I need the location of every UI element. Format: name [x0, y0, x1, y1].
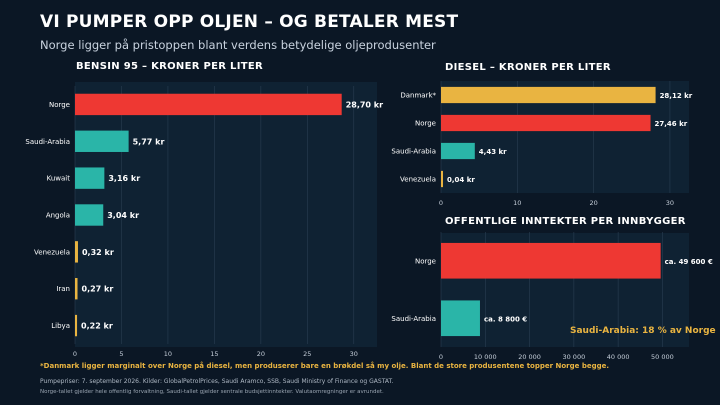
petrol-chart: 0 5 10 15 20 25 30 Norge 28,70 kr Saudi-Arabia 5,7…	[25, 86, 383, 358]
petrol-bar	[75, 93, 342, 116]
diesel-chart: 0 10 20 30 Danmark* 28,12 kr Norge 27,46 kr Saud…	[391, 81, 693, 207]
petrol-category-label: Angola	[46, 212, 70, 220]
petrol-category-label: Norge	[49, 101, 70, 109]
page-title: VI PUMPER OPP OLJEN – OG BETALER MEST	[40, 12, 459, 32]
revenue-tick-label: 10 000	[474, 353, 497, 361]
revenue-category-label: Norge	[415, 257, 436, 265]
diesel-category-label: Venezuela	[400, 176, 436, 184]
petrol-bar	[75, 241, 78, 263]
petrol-bar	[75, 167, 105, 189]
petrol-category-label: Libya	[51, 322, 70, 330]
diesel-bar	[441, 142, 475, 160]
diesel-category-label: Norge	[415, 120, 436, 128]
revenue-data-label: ca. 8 800 €	[484, 315, 527, 323]
diesel-bar	[441, 86, 656, 104]
petrol-data-label: 0,32 kr	[82, 248, 114, 257]
petrol-plot-panel	[75, 82, 377, 347]
petrol-data-label: 0,27 kr	[82, 285, 114, 294]
petrol-bar	[75, 278, 78, 300]
page-subtitle: Norge ligger på pristoppen blant verdens…	[40, 38, 436, 52]
diesel-tick-label: 0	[439, 199, 443, 207]
diesel-tick-label: 30	[666, 199, 674, 207]
disclaimer-text: Norge-tallet gjelder hele offentlig forv…	[40, 389, 384, 395]
petrol-category-label: Kuwait	[47, 175, 71, 183]
revenue-bar	[441, 242, 661, 279]
footnote: *Danmark ligger marginalt over Norge på …	[40, 362, 610, 370]
diesel-bar	[441, 114, 651, 132]
petrol-category-label: Saudi-Arabia	[25, 138, 70, 146]
revenue-tick-label: 50 000	[651, 353, 674, 361]
petrol-data-label: 5,77 kr	[133, 137, 165, 146]
diesel-data-label: 28,12 kr	[660, 92, 693, 100]
petrol-tick-label: 20	[257, 350, 265, 358]
revenue-tick-label: 40 000	[607, 353, 630, 361]
diesel-bar	[441, 170, 443, 188]
diesel-category-label: Danmark*	[400, 92, 436, 100]
revenue-chart: 0 10 000 20 000 30 000 40 000 50 000 Norge ca. …	[391, 232, 713, 361]
revenue-category-label: Saudi-Arabia	[391, 315, 436, 323]
petrol-bar	[75, 204, 104, 226]
revenue-bar	[441, 300, 480, 337]
source-text: Pumpepriser: 7. september 2026. Kilder: …	[40, 378, 394, 385]
petrol-tick-label: 25	[303, 350, 311, 358]
petrol-category-label: Iran	[56, 285, 70, 293]
petrol-category-label: Venezuela	[34, 248, 70, 256]
diesel-chart-title: DIESEL – KRONER PER LITER	[445, 62, 611, 73]
revenue-tick-label: 30 000	[562, 353, 585, 361]
diesel-tick-label: 10	[513, 199, 521, 207]
diesel-data-label: 4,43 kr	[479, 148, 507, 156]
revenue-data-label: ca. 49 600 €	[665, 258, 713, 266]
petrol-data-label: 28,70 kr	[346, 100, 383, 109]
petrol-data-label: 3,04 kr	[107, 211, 139, 220]
petrol-bar	[75, 130, 129, 152]
diesel-category-label: Saudi-Arabia	[391, 148, 436, 156]
petrol-tick-label: 15	[210, 350, 218, 358]
petrol-tick-label: 10	[164, 350, 172, 358]
petrol-data-label: 3,16 kr	[108, 174, 140, 183]
petrol-tick-label: 0	[73, 350, 77, 358]
diesel-data-label: 0,04 kr	[447, 176, 475, 184]
petrol-chart-title: BENSIN 95 – KRONER PER LITER	[76, 61, 263, 72]
revenue-chart-title: OFFENTLIGE INNTEKTER PER INNBYGGER	[445, 216, 686, 227]
petrol-tick-label: 5	[119, 350, 123, 358]
revenue-tick-label: 0	[439, 353, 443, 361]
petrol-data-label: 0,22 kr	[81, 322, 113, 331]
revenue-tick-label: 20 000	[518, 353, 541, 361]
diesel-tick-label: 20	[589, 199, 597, 207]
petrol-bar	[75, 314, 78, 337]
saudi-revenue-annotation: Saudi-Arabia: 18 % av Norge	[570, 326, 716, 336]
diesel-data-label: 27,46 kr	[655, 120, 688, 128]
petrol-tick-label: 30	[350, 350, 358, 358]
